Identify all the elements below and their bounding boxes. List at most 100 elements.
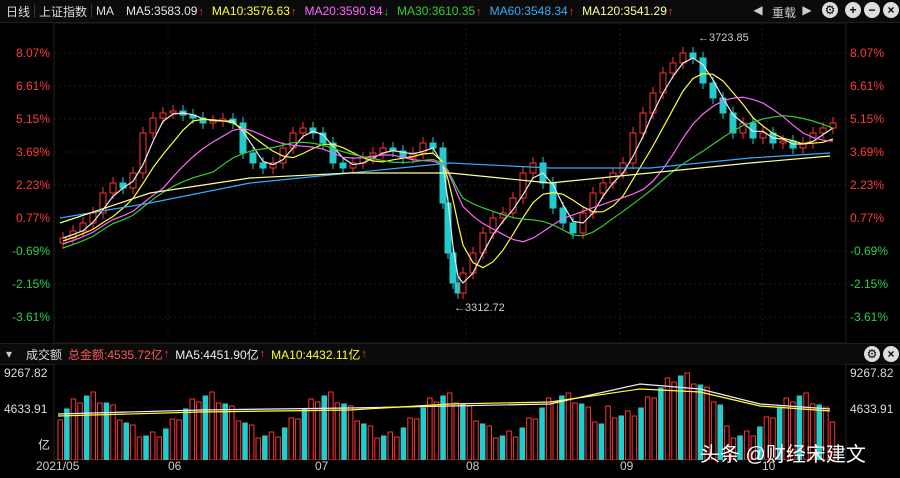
vol-axis-top-left: 9267.82 xyxy=(4,366,48,380)
candle-body xyxy=(149,117,157,134)
volume-bar xyxy=(473,420,479,460)
up-arrow-icon: ↑ xyxy=(361,348,367,360)
ma30-value: MA30:3610.35↑ xyxy=(397,4,482,18)
volume-bar xyxy=(823,406,829,460)
volume-bar xyxy=(262,435,268,460)
index-name[interactable]: 上证指数 xyxy=(39,4,88,19)
vol-ma10-line xyxy=(57,388,831,417)
candle-body xyxy=(749,122,757,139)
volume-bar xyxy=(466,405,473,460)
date-tick: 2021/05 xyxy=(36,459,80,473)
price-axis-tick: -3.61% xyxy=(11,310,50,324)
volume-bar xyxy=(796,395,803,460)
chevron-down-icon[interactable]: ▾ xyxy=(6,347,13,361)
volume-bar xyxy=(288,417,294,460)
volume-bar xyxy=(440,395,446,460)
volume-bar xyxy=(724,425,730,460)
candle-body xyxy=(529,162,537,174)
volume-bar xyxy=(829,421,836,460)
volume-bar xyxy=(380,435,387,460)
down-arrow-icon: ↓ xyxy=(383,6,390,18)
price-axis-tick: 6.61% xyxy=(15,79,50,93)
volume-bar xyxy=(664,377,671,460)
vol-ma5: MA5:4451.90亿 xyxy=(175,347,259,362)
volume-bar xyxy=(209,391,215,460)
volume-bar xyxy=(149,431,156,460)
period-tab[interactable]: 日线 xyxy=(6,4,31,19)
volume-bar xyxy=(281,427,288,460)
watermark: 头条 @财经宋建文 xyxy=(700,444,866,466)
volume-bar xyxy=(486,425,492,460)
volume-bar xyxy=(136,436,143,460)
up-arrow-icon: ↑ xyxy=(290,6,297,18)
volume-chart[interactable] xyxy=(0,364,900,460)
candle-body xyxy=(99,192,107,214)
vol-axis-mid-right: 4633.91 xyxy=(850,402,894,416)
ma10-value: MA10:3576.63↑ xyxy=(211,4,297,18)
volume-bar xyxy=(229,405,235,460)
candle-body xyxy=(729,112,737,134)
close-icon[interactable]: × xyxy=(883,2,899,18)
volume-bar xyxy=(400,427,407,460)
candle-body xyxy=(79,222,87,232)
candlestick-chart[interactable] xyxy=(0,23,900,343)
candle-body xyxy=(689,52,697,59)
arrow-left-icon[interactable]: ◀ xyxy=(753,3,763,17)
volume-bar xyxy=(407,417,413,460)
minus-icon[interactable]: − xyxy=(864,2,880,18)
volume-bar xyxy=(123,422,129,460)
candle-body xyxy=(159,112,167,119)
volume-bar xyxy=(189,398,195,460)
candle-body xyxy=(199,117,207,124)
candle-body xyxy=(519,172,527,199)
candle-body xyxy=(259,162,267,169)
low-annotation: ←3312.72 xyxy=(454,302,505,314)
candle-body xyxy=(349,162,357,169)
volume-bar xyxy=(374,437,380,460)
price-axis-tick: 5.15% xyxy=(15,112,50,126)
volume-bar xyxy=(182,408,189,460)
volume-bar xyxy=(592,421,598,460)
close-icon[interactable]: × xyxy=(883,346,899,362)
arrow-right-icon[interactable]: ▶ xyxy=(802,3,812,17)
volume-bar xyxy=(519,427,525,460)
reload-button[interactable]: 重载 xyxy=(772,6,797,20)
volume-bar xyxy=(215,402,222,460)
volume-bar xyxy=(70,398,77,460)
volume-bar xyxy=(677,375,684,460)
volume-bar xyxy=(658,387,664,460)
volume-bar xyxy=(64,408,70,460)
volume-bar xyxy=(77,402,83,460)
settings-icon[interactable]: ⚙ xyxy=(822,2,838,18)
up-arrow-icon: ↑ xyxy=(198,6,204,18)
candle-body xyxy=(339,162,347,169)
volume-bar xyxy=(803,392,809,460)
price-axis-tick: 2.23% xyxy=(15,178,50,192)
volume-bar xyxy=(684,372,690,460)
volume-bar xyxy=(691,383,697,460)
volume-title[interactable]: 成交额 xyxy=(26,347,63,362)
volume-bar xyxy=(479,423,486,460)
volume-bar xyxy=(638,407,644,460)
candle-body xyxy=(169,110,177,114)
candle-body xyxy=(429,142,437,149)
volume-bar xyxy=(301,408,308,460)
price-axis-tick: 8.07% xyxy=(15,46,50,60)
volume-bar xyxy=(493,437,499,460)
plus-icon[interactable]: + xyxy=(845,2,861,18)
volume-bar xyxy=(427,397,433,460)
ma-label[interactable]: MA xyxy=(96,4,115,18)
settings-icon[interactable]: ⚙ xyxy=(864,346,880,362)
price-axis-tick: -3.61% xyxy=(850,310,889,324)
volume-bar xyxy=(242,422,248,460)
candle-body xyxy=(139,132,147,174)
volume-bar xyxy=(202,395,209,460)
date-tick: 10 xyxy=(762,459,776,473)
volume-bar xyxy=(572,402,578,460)
up-arrow-icon: ↑ xyxy=(568,6,575,18)
vol-ma5-line xyxy=(57,383,831,415)
candle-body xyxy=(549,182,557,209)
volume-bar xyxy=(83,395,90,460)
price-axis-tick: 0.77% xyxy=(850,211,885,225)
volume-bar xyxy=(156,436,162,460)
